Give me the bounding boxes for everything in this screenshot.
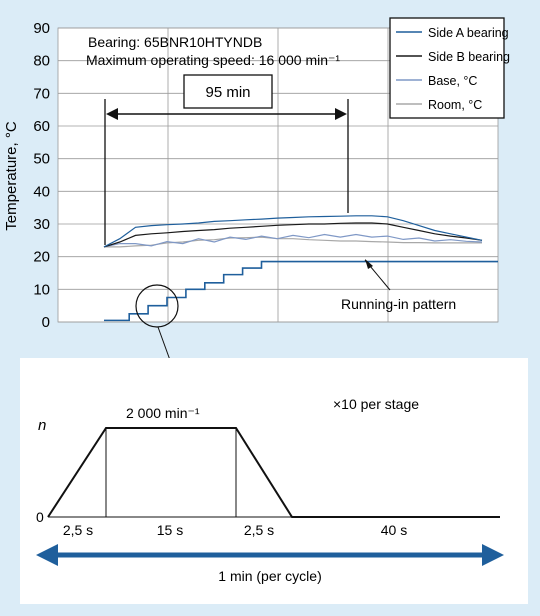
- segment-label-3: 2,5 s: [244, 522, 274, 538]
- y-tick-label: 50: [33, 151, 50, 168]
- segment-label-2: 15 s: [157, 522, 183, 538]
- y-axis: 0 10 20 30 40 50 60 70 80 90: [33, 20, 50, 331]
- running-in-pointer-head: [365, 259, 373, 269]
- legend: Side A bearing Side B bearing Base, °C Room…: [389, 17, 510, 119]
- speed-profile: [47, 427, 500, 518]
- plot-frame: [57, 27, 499, 323]
- y-tick-label: 70: [33, 85, 50, 102]
- y-tick-label: 40: [33, 183, 50, 200]
- zoom-circle: [135, 284, 179, 328]
- max-speed-label: Maximum operating speed: 16 000 min⁻¹: [86, 52, 340, 68]
- legend-label: Side B bearing: [428, 50, 510, 64]
- bearing-label: Bearing: 65BNR10HTYNDB: [88, 34, 262, 50]
- y-tick-label: 30: [33, 216, 50, 233]
- legend-label: Side A bearing: [428, 26, 509, 40]
- running-in-step-line: [104, 260, 498, 322]
- series-line-room-c: [104, 236, 482, 248]
- y-tick-label: 10: [33, 281, 50, 298]
- duration-label: 95 min: [205, 84, 250, 101]
- segment-label-1: 2,5 s: [63, 522, 93, 538]
- y-tick-label: 90: [33, 20, 50, 37]
- cycle-arrow-right-head: [482, 544, 504, 566]
- series-line-base-c: [103, 233, 483, 248]
- stage-repeat-label: ×10 per stage: [333, 396, 419, 412]
- legend-label: Room, °C: [428, 98, 482, 112]
- y-tick-label: 60: [33, 118, 50, 135]
- cycle-arrow: [36, 544, 504, 566]
- cycle-label: 1 min (per cycle): [218, 568, 321, 584]
- y-tick-label: 0: [42, 314, 50, 331]
- y-tick-label: 80: [33, 53, 50, 70]
- zero-label: 0: [36, 509, 44, 525]
- series-line-side-a-bearing: [103, 215, 483, 248]
- duration-marker: 95 min: [104, 74, 349, 245]
- cycle-panel: [20, 358, 528, 604]
- y-axis-label: Temperature, °C: [3, 121, 20, 231]
- speed-label: 2 000 min⁻¹: [126, 405, 200, 421]
- cycle-arrow-left-head: [36, 544, 58, 566]
- running-in-pattern: [104, 260, 498, 322]
- legend-box: [389, 17, 505, 119]
- duration-arrow-right-head: [335, 108, 347, 120]
- y-tick-label: 20: [33, 249, 50, 266]
- running-in-label: Running-in pattern: [341, 296, 456, 312]
- series-line-side-b-bearing: [103, 222, 483, 248]
- legend-label: Base, °C: [428, 74, 477, 88]
- series-lines: [103, 215, 483, 248]
- duration-label-box: [183, 74, 273, 109]
- segment-label-4: 40 s: [381, 522, 407, 538]
- duration-arrow-left-head: [106, 108, 118, 120]
- n-axis-label: n: [38, 417, 46, 434]
